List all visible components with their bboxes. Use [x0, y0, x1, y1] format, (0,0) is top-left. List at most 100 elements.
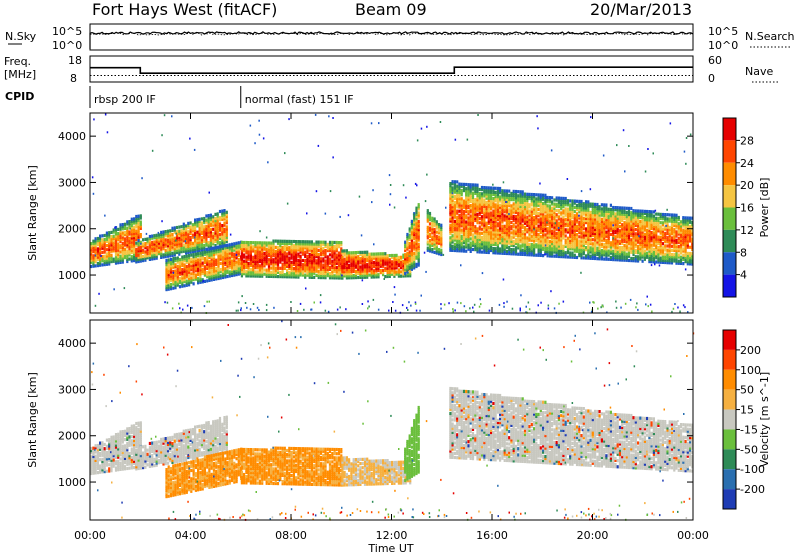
heatmap-cell [173, 240, 176, 245]
heatmap-cell [288, 246, 291, 250]
heatmap-cell [190, 276, 193, 280]
heatmap-cell [304, 244, 307, 248]
heatmap-cell [212, 254, 216, 259]
heatmap-cell [310, 254, 313, 259]
heatmap-cell [153, 234, 156, 238]
heatmap-cell [621, 223, 624, 227]
heatmap-cell [306, 261, 309, 265]
heatmap-cell [308, 275, 311, 279]
heatmap-cell [290, 264, 293, 269]
heatmap-cell [313, 257, 316, 261]
heatmap-cell [105, 239, 108, 243]
heatmap-cell [119, 244, 122, 248]
freq-label: Freq. [4, 55, 31, 68]
heatmap-cell [187, 225, 190, 230]
heatmap-cell [395, 253, 398, 257]
heatmap-cell [480, 250, 484, 254]
heatmap-cell [169, 262, 173, 266]
heatmap-cell [270, 241, 273, 245]
heatmap-cell [189, 231, 192, 235]
heatmap-cell [290, 239, 293, 244]
heatmap-cell [185, 275, 188, 279]
heatmap-cell [221, 259, 225, 263]
heatmap-cell [315, 244, 318, 248]
heatmap-cell [310, 250, 313, 254]
heatmap-cell [198, 248, 201, 253]
heatmap-cell [117, 257, 120, 261]
heatmap-cell [535, 193, 538, 197]
heatmap-cell [295, 269, 298, 273]
heatmap-cell [148, 241, 151, 245]
heatmap-cell [299, 258, 302, 262]
heatmap-cell [119, 229, 122, 233]
heatmap-cell [560, 217, 563, 221]
heatmap-cell [281, 254, 284, 258]
heatmap-cell [304, 261, 307, 265]
heatmap-cell [142, 250, 145, 254]
heatmap-cell [187, 221, 190, 225]
heatmap-cell [208, 264, 211, 268]
heatmap-cell [456, 180, 459, 184]
heatmap-cell [279, 256, 282, 260]
heatmap-cell [428, 222, 432, 226]
heatmap-cell [272, 252, 275, 256]
heatmap-cell [292, 239, 295, 244]
heatmap-cell [123, 233, 127, 237]
heatmap-cell [209, 232, 212, 236]
heatmap-cell [528, 192, 531, 196]
heatmap-cell [221, 246, 225, 250]
heatmap-cell [205, 220, 208, 224]
heatmap-cell [197, 262, 200, 266]
heatmap-cell [265, 253, 268, 258]
heatmap-cell [182, 226, 185, 230]
heatmap-cell [252, 270, 255, 274]
heatmap-cell [217, 258, 220, 262]
heatmap-cell [94, 243, 97, 247]
heatmap-cell [521, 229, 524, 234]
heatmap-cell [212, 215, 215, 219]
heatmap-cell [133, 225, 136, 229]
heatmap-cell [585, 254, 588, 258]
heatmap-cell [537, 212, 540, 216]
heatmap-cell [562, 215, 565, 219]
heatmap-cell [191, 225, 194, 229]
heatmap-cell [542, 254, 545, 258]
heatmap-cell [243, 255, 246, 259]
heatmap-cell [313, 242, 316, 246]
heatmap-cell [137, 231, 140, 235]
heatmap-cell [192, 271, 195, 275]
heatmap-cell [197, 258, 200, 262]
heatmap-cell [297, 271, 300, 275]
heatmap-cell [192, 253, 195, 257]
heatmap-cell [272, 264, 275, 268]
heatmap-cell [237, 264, 240, 268]
heatmap-cell [237, 268, 240, 272]
heatmap-cell [199, 259, 202, 264]
heatmap-cell [537, 218, 540, 222]
heatmap-cell [503, 189, 506, 193]
heatmap-cell [173, 253, 176, 257]
heatmap-cell [228, 249, 231, 253]
heatmap-cell [183, 271, 186, 275]
heatmap-cell [194, 249, 197, 253]
heatmap-cell [258, 251, 261, 255]
heatmap-cell [160, 245, 163, 249]
heatmap-cell [249, 243, 252, 247]
heatmap-cell [256, 272, 259, 276]
heatmap-cell [169, 235, 172, 239]
heatmap-cell [169, 239, 172, 243]
heatmap-cell [281, 270, 284, 275]
heatmap-cell [214, 231, 217, 235]
heatmap-cell [267, 241, 271, 245]
heatmap-cell [208, 249, 211, 253]
heatmap-cell [108, 252, 111, 256]
heatmap-cell [261, 272, 264, 276]
heatmap-cell [605, 230, 608, 234]
heatmap-cell [221, 242, 224, 246]
heatmap-cell [114, 238, 118, 242]
heatmap-cell [299, 260, 302, 265]
heatmap-cell [252, 266, 255, 270]
heatmap-cell [306, 271, 309, 275]
heatmap-cell [557, 215, 560, 219]
heatmap-cell [114, 251, 118, 255]
